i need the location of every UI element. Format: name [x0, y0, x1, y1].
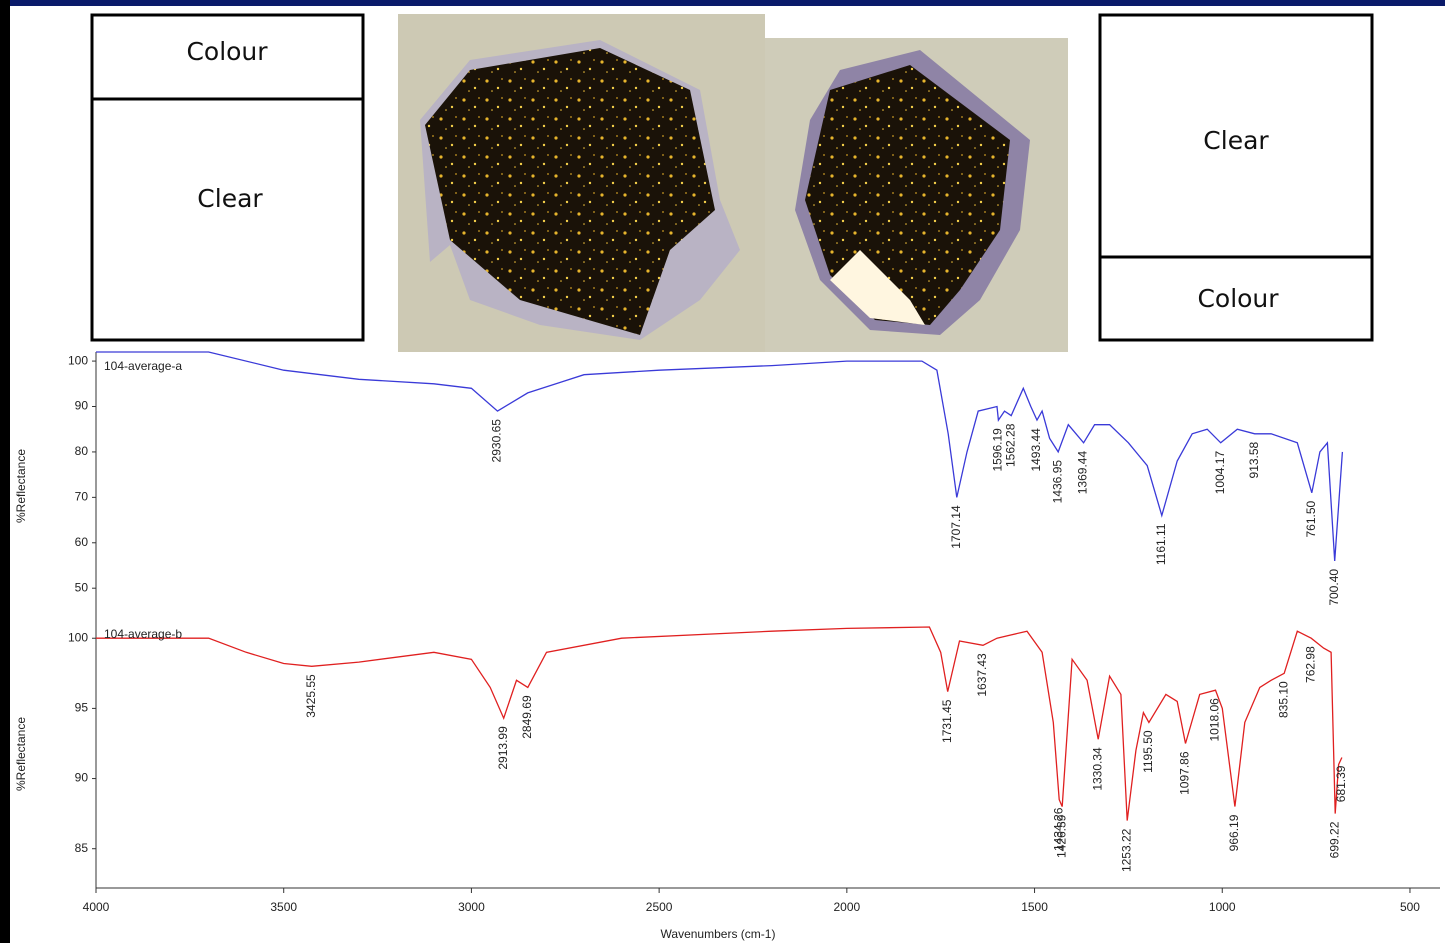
peak-label: 1097.86	[1178, 751, 1192, 795]
x-tick-label: 500	[1400, 900, 1420, 914]
x-tick-label: 2000	[833, 900, 860, 914]
figure: Colour Clear Clear Colour 50 60 70 80 90 100%…	[0, 0, 1445, 943]
y-axis-label: %Reflectance	[14, 449, 28, 523]
y-tick-label: 95	[75, 701, 89, 715]
series-name: 104-average-b	[104, 627, 182, 641]
box-label: Clear	[1203, 126, 1269, 155]
y-tick-label: 90	[75, 771, 89, 785]
peak-label: 2849.69	[520, 695, 534, 739]
peak-label: 835.10	[1276, 681, 1290, 718]
peak-label: 966.19	[1227, 814, 1241, 851]
peak-label: 1253.22	[1119, 828, 1133, 872]
left-border	[0, 0, 10, 943]
peak-label: 761.50	[1304, 500, 1318, 537]
box-label: Colour	[1197, 284, 1279, 313]
spectrum-line	[96, 627, 1342, 821]
peak-label: 1195.50	[1141, 730, 1155, 773]
page: Colour Clear Clear Colour 50 60 70 80 90 100%…	[0, 0, 1445, 943]
peak-label: 1707.14	[949, 505, 963, 549]
peak-label: 1731.45	[940, 699, 954, 743]
peak-label: 1330.34	[1090, 747, 1104, 791]
y-tick-label: 100	[68, 353, 88, 367]
peak-label: 1493.44	[1029, 428, 1043, 472]
x-tick-label: 3500	[270, 900, 297, 914]
series-name: 104-average-a	[104, 359, 182, 373]
peak-label: 1436.95	[1050, 460, 1064, 504]
x-tick-label: 1000	[1209, 900, 1236, 914]
box-label: Clear	[197, 184, 263, 213]
y-tick-label: 50	[75, 580, 89, 594]
peak-label: 2930.65	[490, 419, 504, 463]
peak-label: 913.58	[1247, 441, 1261, 478]
peak-label: 2913.99	[496, 726, 510, 770]
x-tick-label: 1500	[1021, 900, 1048, 914]
peak-label: 1637.43	[975, 653, 989, 697]
y-tick-label: 85	[75, 841, 89, 855]
y-tick-label: 80	[75, 444, 89, 458]
y-tick-label: 60	[75, 535, 89, 549]
x-tick-label: 4000	[83, 900, 110, 914]
peak-label: 699.22	[1327, 821, 1341, 858]
peak-label: 1426.39	[1054, 814, 1068, 858]
y-tick-label: 100	[68, 630, 88, 644]
x-tick-label: 2500	[646, 900, 673, 914]
x-tick-label: 3000	[458, 900, 485, 914]
peak-label: 700.40	[1327, 569, 1341, 606]
x-axis-label: Wavenumbers (cm-1)	[661, 927, 776, 941]
peak-label: 3425.55	[304, 674, 318, 718]
y-tick-label: 70	[75, 490, 89, 504]
y-axis-label: %Reflectance	[14, 717, 28, 791]
peak-label: 762.98	[1303, 646, 1317, 683]
y-tick-label: 90	[75, 399, 89, 413]
peak-label: 681.39	[1334, 765, 1348, 802]
peak-label: 1562.28	[1003, 423, 1017, 467]
peak-label: 1018.06	[1208, 698, 1222, 742]
peak-label: 1004.17	[1213, 451, 1227, 495]
peak-label: 1369.44	[1076, 451, 1090, 495]
peak-label: 1161.11	[1154, 523, 1168, 565]
box-label: Colour	[186, 37, 268, 66]
top-border	[0, 0, 1445, 6]
